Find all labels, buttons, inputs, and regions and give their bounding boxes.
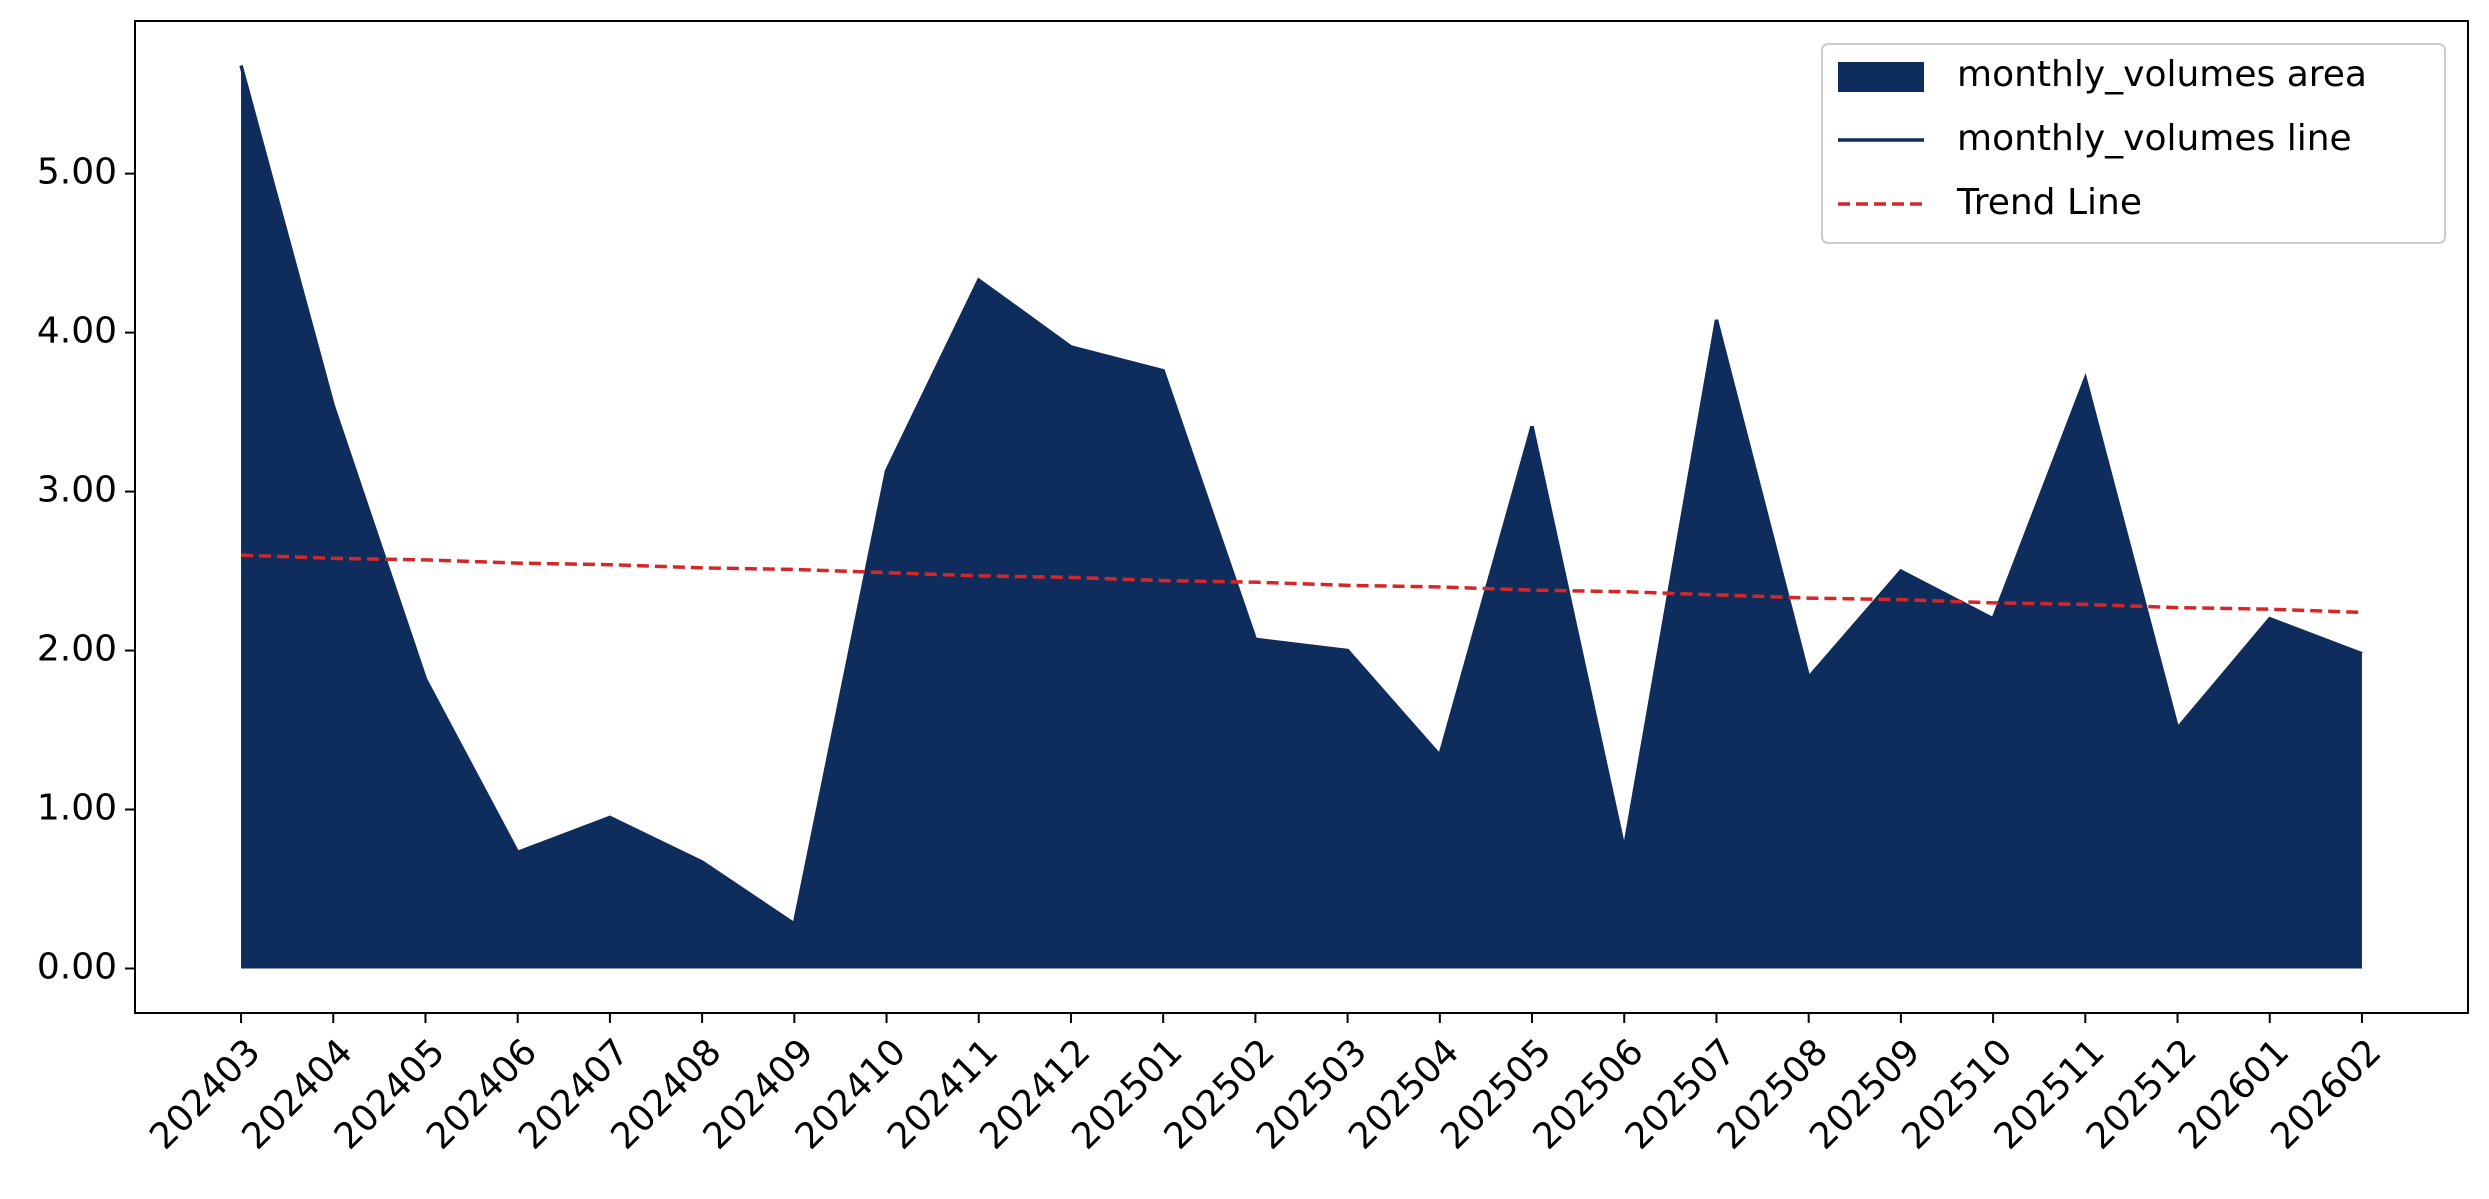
legend-label: monthly_volumes line <box>1957 118 2352 159</box>
y-tick-label: 1.00 <box>37 788 117 829</box>
y-tick-label: 4.00 <box>37 311 117 352</box>
y-tick-label: 2.00 <box>37 629 117 670</box>
legend-swatch <box>1838 62 1924 92</box>
plot-frame <box>134 20 2469 1014</box>
legend-label: monthly_volumes area <box>1957 54 2367 95</box>
y-tick-label: 5.00 <box>37 152 117 193</box>
y-tick-label: 3.00 <box>37 470 117 511</box>
legend-box <box>1821 43 2446 244</box>
y-tick-label: 0.00 <box>37 946 117 987</box>
trend-line <box>240 553 2363 615</box>
area <box>241 65 2362 969</box>
line <box>239 65 2363 927</box>
legend-label: Trend Line <box>1956 182 2142 223</box>
